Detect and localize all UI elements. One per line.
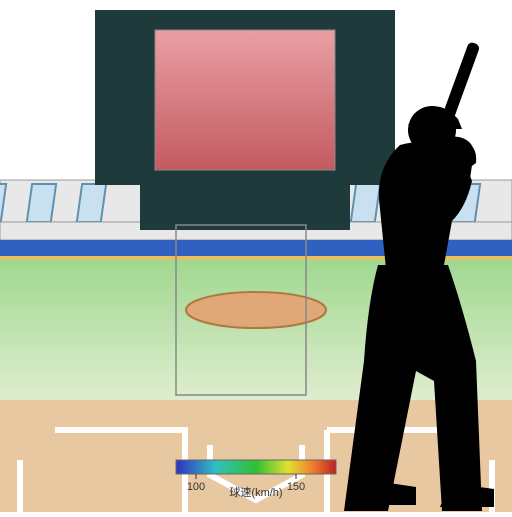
speed-legend-label: 球速(km/h) [229,485,282,499]
scoreboard-base [140,185,350,230]
pitch-location-diagram: 100 150 球速(km/h) [0,0,512,512]
diagram-svg: 100 150 球速(km/h) [0,0,512,512]
svg-text:150: 150 [287,481,305,493]
speed-legend-bar [176,460,336,474]
pitchers-mound [186,292,326,328]
scoreboard-screen [155,30,335,170]
svg-text:100: 100 [187,481,205,493]
